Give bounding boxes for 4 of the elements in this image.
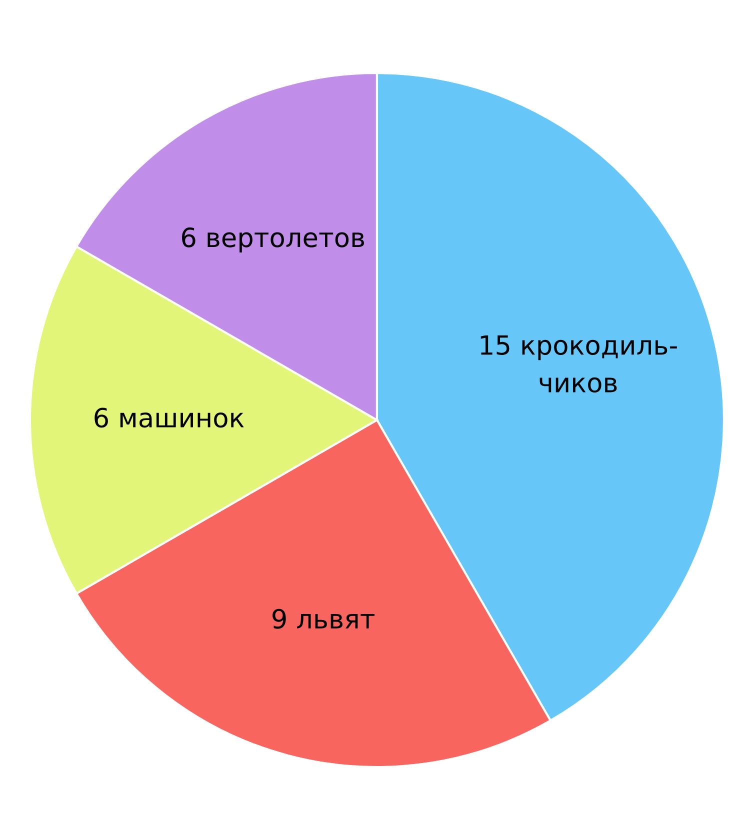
slice-label: 9 львят: [272, 608, 375, 629]
slice-label: 6 машинок: [94, 408, 244, 428]
slice-label: 6 вертолетов: [182, 227, 364, 252]
slice-label: 15 крокодиль- чиков: [480, 335, 677, 393]
